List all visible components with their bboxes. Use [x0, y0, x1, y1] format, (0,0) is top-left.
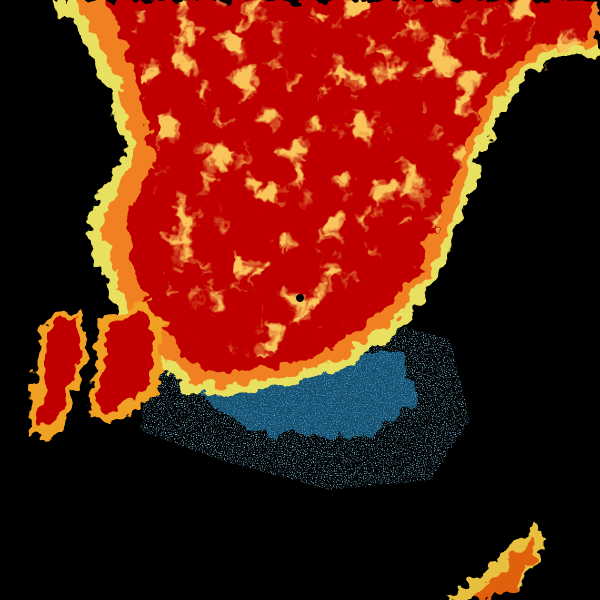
radar-site: [296, 294, 304, 302]
left-cells: [28, 298, 165, 438]
main-echo: [55, 0, 600, 395]
southeast-band: [445, 520, 545, 600]
